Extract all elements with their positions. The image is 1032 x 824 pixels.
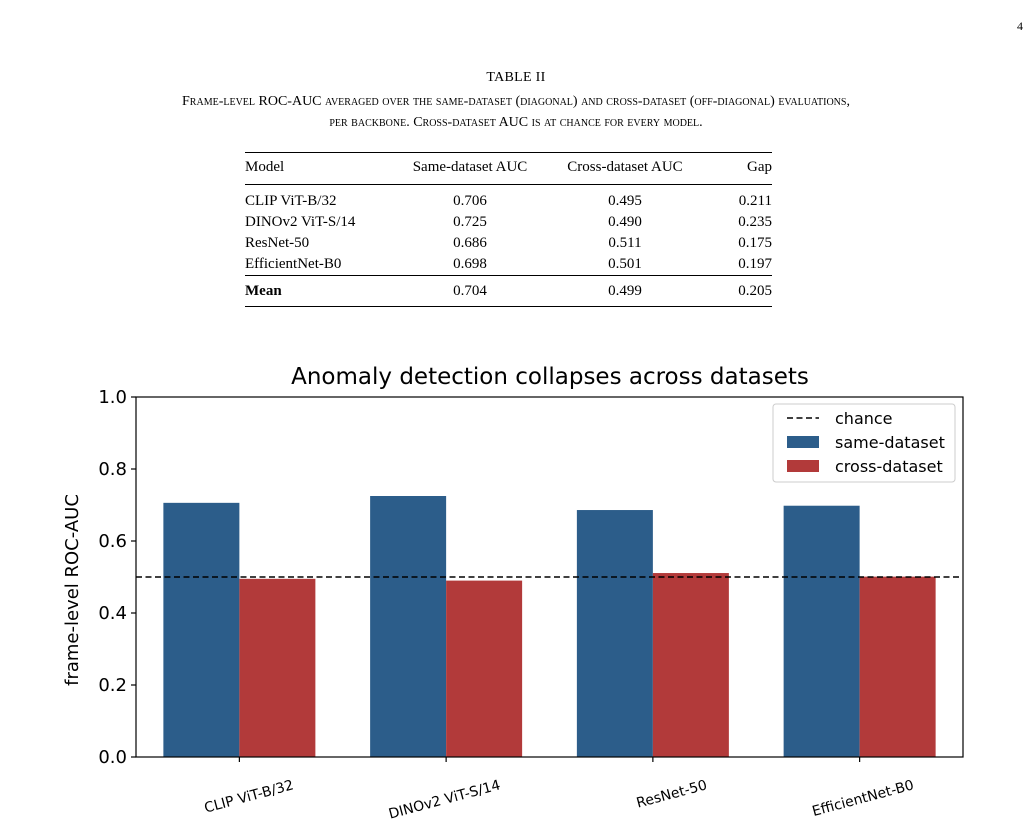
cell-cross-auc: 0.490 (608, 214, 642, 230)
plot-frame (135, 396, 964, 758)
cell-model: DINOv2 ViT-S/14 (245, 214, 356, 230)
bar-chart-svg: Anomaly detection collapses across datas… (62, 364, 964, 823)
legend-swatch-cross-dataset (787, 460, 819, 472)
bar-chart: Anomaly detection collapses across datas… (0, 350, 1032, 824)
table-row: ResNet-50 0.686 0.511 0.175 (245, 233, 772, 254)
bar-same-dataset-3 (783, 505, 860, 757)
y-tick-label: 1.0 (98, 387, 127, 408)
y-tick-label: 0.0 (98, 747, 127, 768)
cell-gap: 0.235 (738, 214, 772, 230)
bar-same-dataset-0 (163, 502, 240, 757)
y-tick-label: 0.6 (98, 531, 127, 552)
cell-gap: 0.197 (738, 256, 772, 272)
cell-gap: 0.175 (738, 235, 772, 251)
y-axis-label: frame-level ROC-AUC (62, 494, 83, 686)
bar-same-dataset-2 (576, 510, 653, 757)
cell-same-auc: 0.698 (453, 256, 487, 272)
header-gap: Gap (747, 159, 772, 175)
legend-label-cross-dataset: cross-dataset (835, 457, 943, 476)
bar-cross-dataset-3 (859, 576, 936, 757)
x-tick-label: EfficientNet-B0 (810, 777, 915, 820)
table-mean-row: Mean 0.704 0.499 0.205 (245, 275, 772, 307)
cell-mean-gap: 0.205 (738, 282, 772, 299)
header-model: Model (245, 159, 285, 175)
bars-layer (163, 496, 936, 757)
legend-chance-label: chance (835, 409, 893, 428)
bar-same-dataset-1 (370, 496, 447, 757)
table-row: CLIP ViT-B/32 0.706 0.495 0.211 (245, 185, 772, 213)
cell-model: CLIP ViT-B/32 (245, 193, 337, 209)
cell-mean-same-auc: 0.704 (453, 282, 487, 299)
cell-model: EfficientNet-B0 (245, 256, 342, 272)
legend-label-same-dataset: same-dataset (835, 433, 945, 452)
y-tick-label: 0.4 (98, 603, 127, 624)
table-label: TABLE II (486, 70, 546, 85)
table-row: EfficientNet-B0 0.698 0.501 0.197 (245, 254, 772, 276)
table-caption: Frame-level ROC-AUC averaged over the sa… (0, 91, 1032, 133)
bar-cross-dataset-1 (446, 580, 523, 757)
header-cross-dataset-auc: Cross-dataset AUC (567, 159, 683, 175)
header-same-dataset-auc: Same-dataset AUC (412, 159, 528, 175)
y-tick-label: 0.2 (98, 675, 127, 696)
cell-mean-label: Mean (245, 282, 282, 299)
legend: chance same-dataset cross-dataset (772, 403, 956, 483)
page-number: 4 (1017, 19, 1023, 33)
table-header-row: Model Same-dataset AUC Cross-dataset AUC… (245, 152, 772, 185)
bar-cross-dataset-0 (239, 578, 316, 757)
cell-mean-cross-auc: 0.499 (608, 282, 642, 299)
legend-swatch-same-dataset (787, 436, 819, 448)
cell-same-auc: 0.686 (453, 235, 487, 251)
chart-title: Anomaly detection collapses across datas… (291, 364, 809, 390)
cell-model: ResNet-50 (245, 235, 310, 251)
x-tick-label: CLIP ViT-B/32 (203, 777, 296, 816)
cell-same-auc: 0.706 (453, 193, 487, 209)
cell-cross-auc: 0.511 (608, 235, 642, 251)
x-tick-label: ResNet-50 (635, 777, 709, 811)
bar-cross-dataset-2 (652, 573, 729, 757)
x-tick-label: DINOv2 ViT-S/14 (387, 777, 502, 822)
cell-cross-auc: 0.495 (608, 193, 642, 209)
table-caption-line-1: Frame-level ROC-AUC averaged over the sa… (182, 94, 850, 109)
cell-same-auc: 0.725 (453, 214, 487, 230)
cell-gap: 0.211 (738, 193, 772, 209)
y-tick-label: 0.8 (98, 459, 127, 480)
cell-cross-auc: 0.501 (608, 256, 642, 272)
table-row: DINOv2 ViT-S/14 0.725 0.490 0.235 (245, 212, 772, 233)
results-table: Model Same-dataset AUC Cross-dataset AUC… (245, 152, 772, 307)
table-caption-line-2: per backbone. Cross-dataset AUC is at ch… (329, 115, 703, 130)
